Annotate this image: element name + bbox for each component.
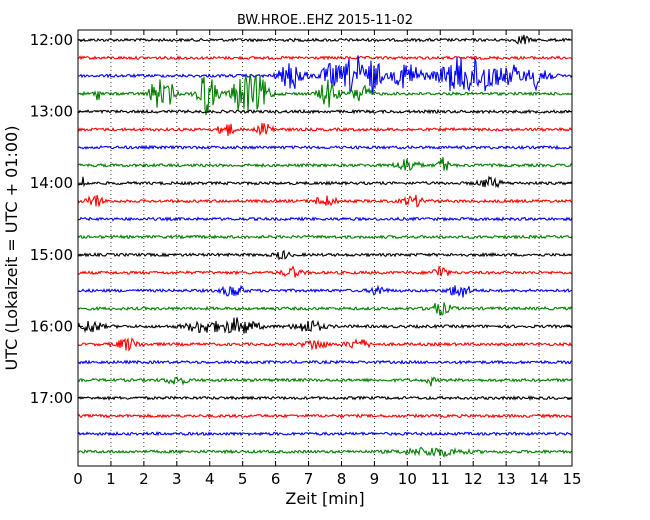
trace-1215 <box>77 54 573 61</box>
trace-1715 <box>77 413 573 419</box>
x-tick-label: 6 <box>271 470 281 488</box>
grid-lines <box>110 30 540 466</box>
trace-1430 <box>77 216 573 222</box>
trace-1615 <box>77 337 573 352</box>
trace-1230 <box>77 55 573 95</box>
trace-1730 <box>77 430 573 437</box>
y-tick-label: 16:00 <box>30 317 73 335</box>
chart-title: BW.HROE..EHZ 2015-11-02 <box>237 13 413 28</box>
trace-1545 <box>77 302 573 316</box>
trace-1400 <box>77 175 573 189</box>
x-tick-label: 5 <box>238 470 248 488</box>
trace-1600 <box>77 317 573 334</box>
trace-1515 <box>77 265 573 278</box>
trace-1415 <box>77 194 573 208</box>
trace-1315 <box>77 122 573 137</box>
y-tick-label: 15:00 <box>30 246 73 264</box>
x-tick-label: 0 <box>73 470 83 488</box>
x-tick-label: 10 <box>398 470 417 488</box>
x-tick-label: 2 <box>139 470 149 488</box>
trace-1245 <box>77 74 573 116</box>
x-tick-label: 14 <box>530 470 549 488</box>
x-tick-label: 8 <box>337 470 347 488</box>
y-axis-label: UTC (Lokalzeit = UTC + 01:00) <box>2 126 21 371</box>
y-tick-label: 12:00 <box>30 31 73 49</box>
seismic-traces <box>77 34 573 459</box>
trace-1345 <box>77 156 573 172</box>
y-tick-label: 13:00 <box>30 103 73 121</box>
x-axis-label: Zeit [min] <box>285 489 364 508</box>
x-tick-label: 13 <box>497 470 516 488</box>
trace-1445 <box>77 234 573 240</box>
trace-1700 <box>77 395 573 402</box>
x-tick-label: 4 <box>205 470 215 488</box>
x-tick-label: 12 <box>464 470 483 488</box>
trace-1745 <box>77 446 573 459</box>
y-tick-label: 17:00 <box>30 389 73 407</box>
x-tick-label: 9 <box>370 470 380 488</box>
y-tick-label: 14:00 <box>30 174 73 192</box>
x-tick-label: 7 <box>304 470 314 488</box>
trace-1330 <box>77 144 572 151</box>
x-tick-label: 11 <box>431 470 450 488</box>
trace-1300 <box>77 108 573 115</box>
trace-1500 <box>77 249 573 261</box>
trace-1200 <box>77 34 573 45</box>
plot-frame <box>77 29 573 467</box>
x-tick-label: 15 <box>562 470 581 488</box>
trace-1530 <box>77 284 573 298</box>
trace-1630 <box>77 359 573 365</box>
x-tick-label: 3 <box>172 470 182 488</box>
trace-1645 <box>77 376 573 387</box>
axis-ticks: 0 1 2 3 4 5 6 7 8 9 10 11 12 13 14 1512:0013:0014:0015:… <box>30 30 582 488</box>
x-tick-label: 1 <box>106 470 116 488</box>
